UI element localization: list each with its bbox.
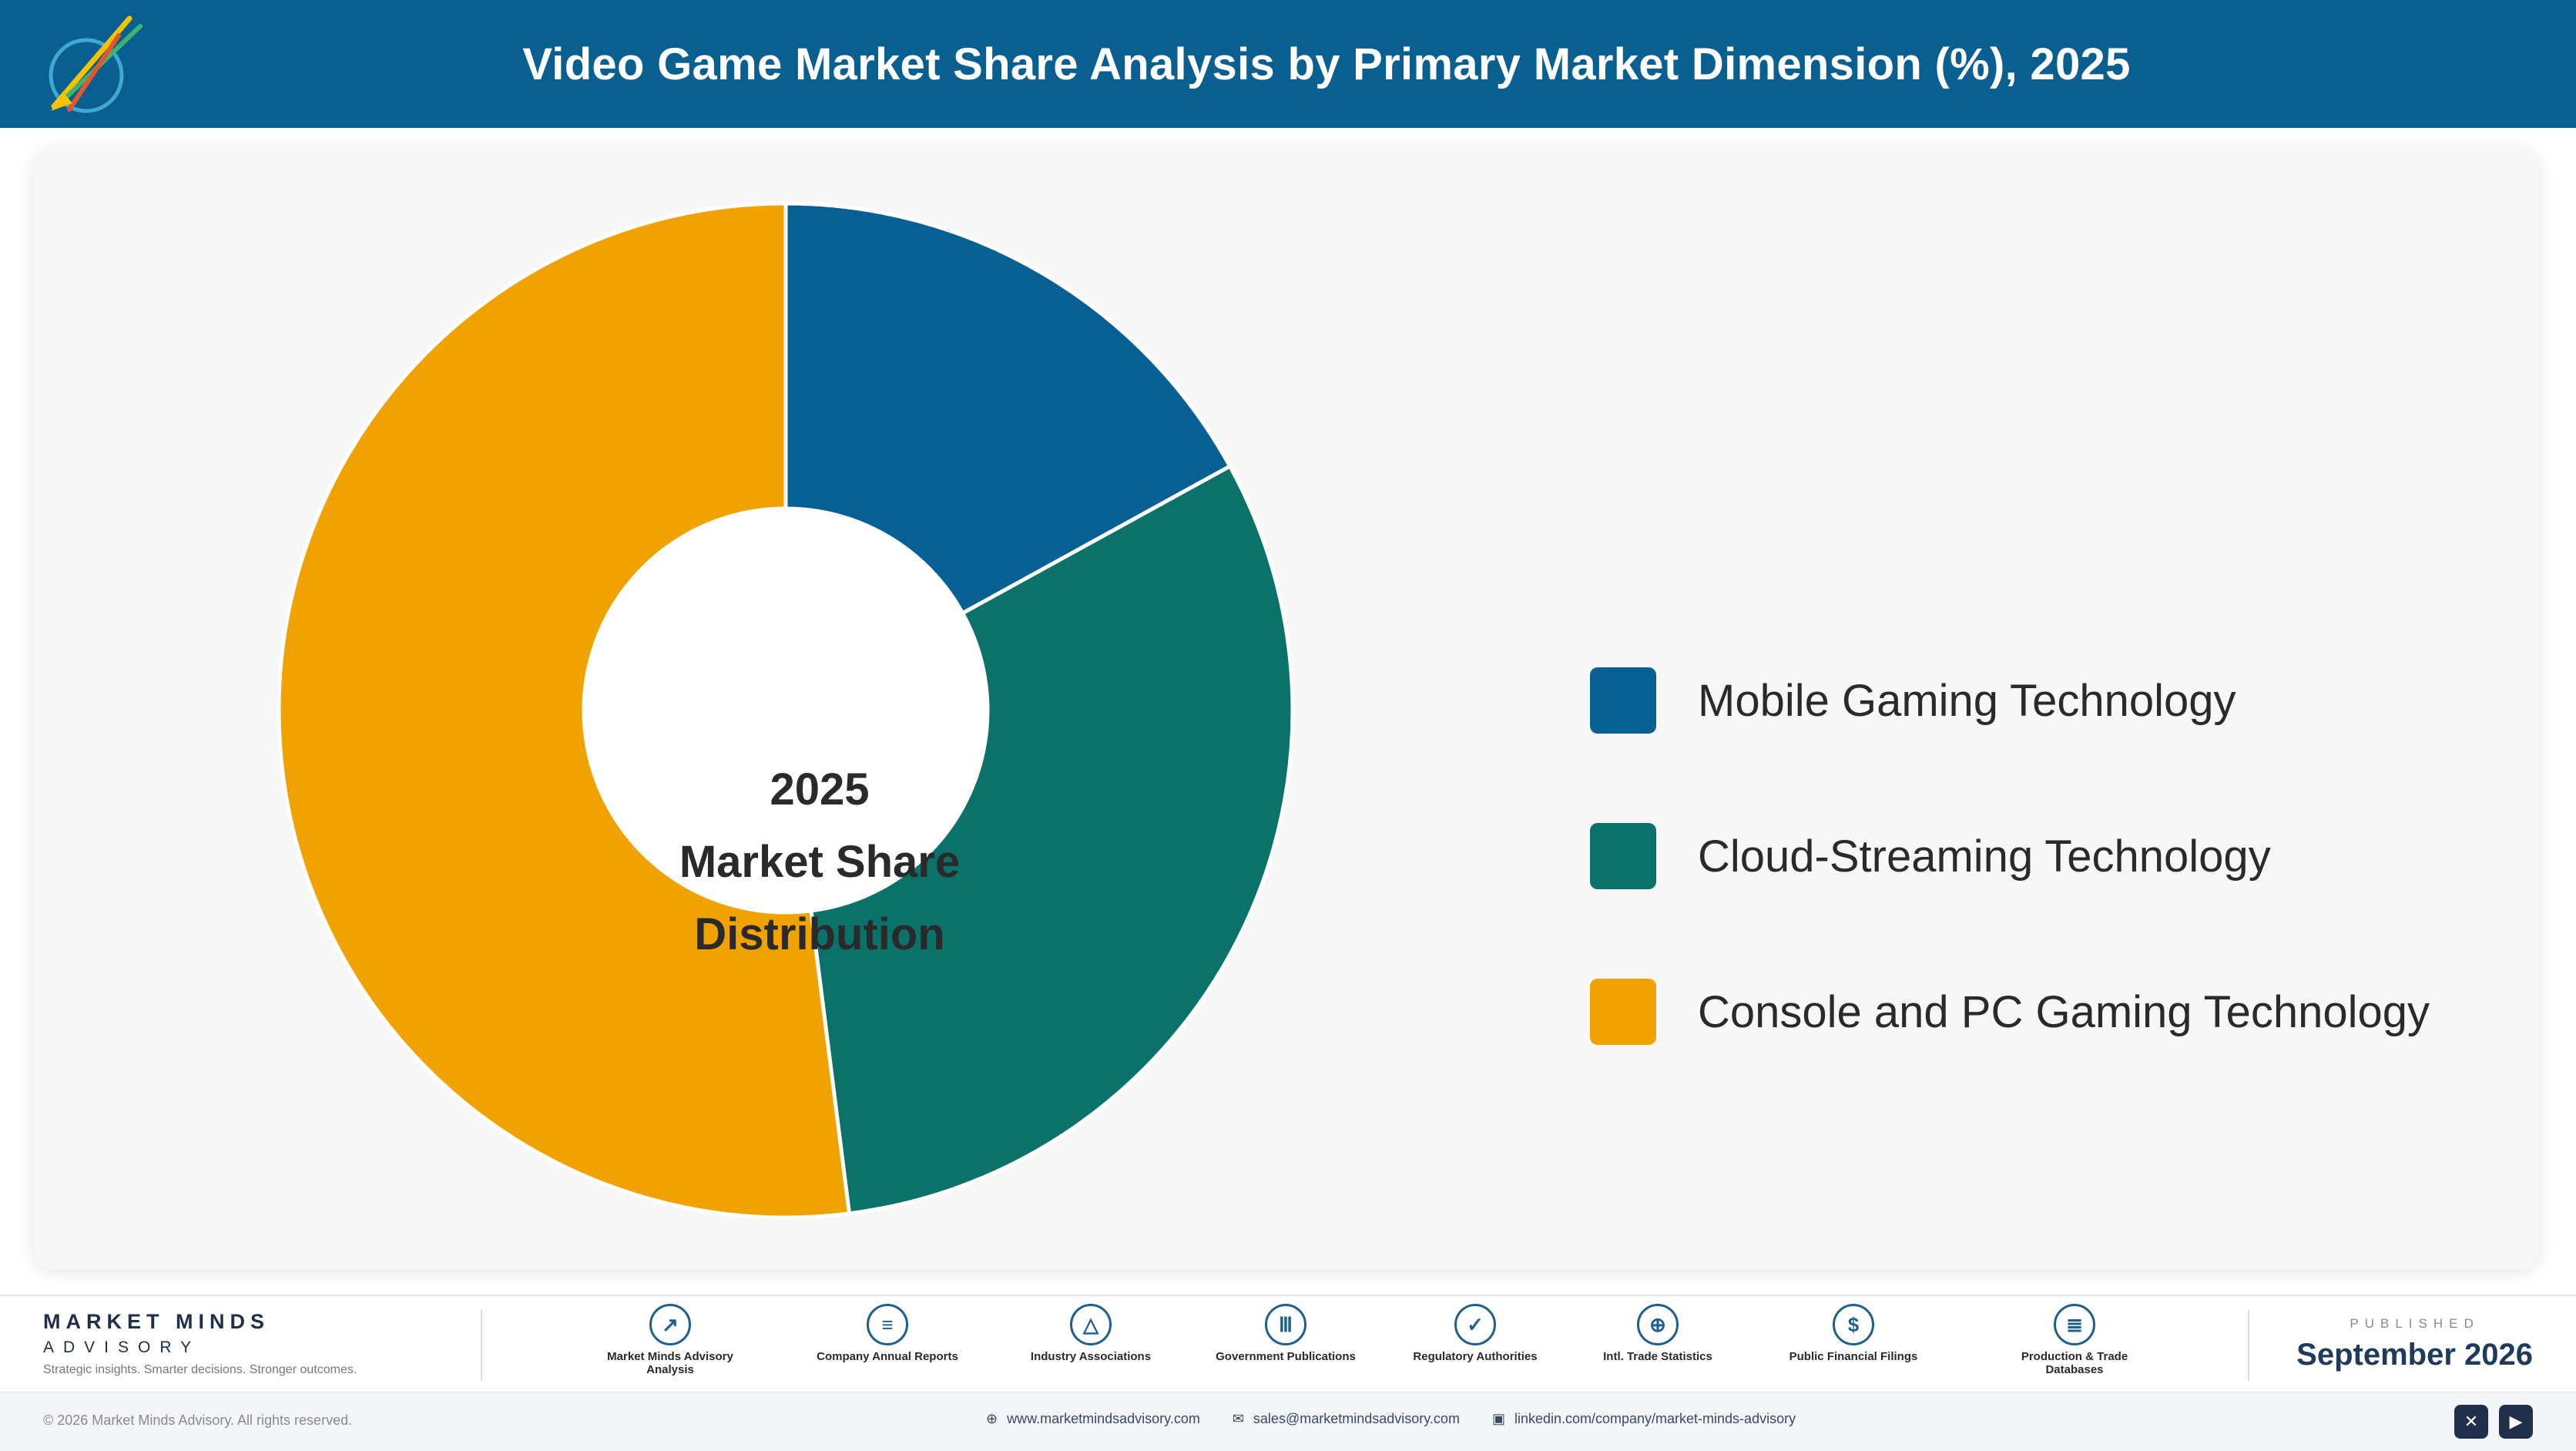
legend-swatch [1590, 979, 1656, 1045]
brand-subtitle: ADVISORY [43, 1338, 201, 1356]
linkedin-link[interactable]: ▣ linkedin.com/company/market-minds-advi… [1492, 1411, 1796, 1427]
globe-icon: ⊕ [986, 1411, 998, 1426]
source-label: Industry Associations [1030, 1350, 1152, 1363]
legend-swatch [1590, 823, 1656, 889]
legend-label: Cloud-Streaming Technology [1698, 831, 2271, 882]
chart-panel: 2025 Market Share Distribution Mobile Ga… [34, 146, 2539, 1270]
database-icon: ≣ [2054, 1304, 2095, 1345]
contact-links: ⊕ www.marketmindsadvisory.com ✉ sales@ma… [986, 1411, 1828, 1427]
government-building-icon: Ⅲ [1265, 1304, 1306, 1345]
donut-center-label: 2025 Market Share Distribution [666, 754, 974, 971]
source-item: ↗ Market Minds Advisory Analysis [593, 1304, 747, 1376]
source-item: △ Industry Associations [1014, 1304, 1168, 1363]
published-date: September 2026 [2296, 1338, 2533, 1372]
email-link[interactable]: ✉ sales@marketmindsadvisory.com [1233, 1411, 1460, 1427]
network-icon: △ [1070, 1304, 1112, 1345]
youtube-icon[interactable]: ▶ [2499, 1405, 2533, 1439]
published-label: PUBLISHED [2350, 1316, 2480, 1331]
legend-swatch [1590, 667, 1656, 734]
footer: MARKET MINDS ADVISORY Strategic insights… [0, 1295, 2576, 1393]
center-label-line2: Market Share [679, 837, 961, 887]
header-bar: Video Game Market Share Analysis by Prim… [0, 0, 2576, 128]
source-label: Regulatory Authorities [1413, 1350, 1538, 1363]
copyright-text: © 2026 Market Minds Advisory. All rights… [43, 1412, 353, 1428]
source-item: ≣ Production & Trade Databases [1997, 1304, 2152, 1376]
source-item: ≡ Company Annual Reports [810, 1304, 964, 1363]
mail-icon: ✉ [1232, 1411, 1244, 1426]
dollar-coin-icon: $ [1833, 1304, 1874, 1345]
trend-chart-icon: ↗ [649, 1304, 691, 1345]
bottom-bar: © 2026 Market Minds Advisory. All rights… [0, 1392, 2576, 1451]
footer-divider-right [2248, 1310, 2249, 1381]
source-item: Ⅲ Government Publications [1209, 1304, 1363, 1363]
legend-label: Mobile Gaming Technology [1698, 675, 2236, 726]
globe-icon: ⊕ [1637, 1304, 1679, 1345]
legend-label: Console and PC Gaming Technology [1698, 986, 2430, 1037]
source-item: ✓ Regulatory Authorities [1398, 1304, 1552, 1363]
legend-item-1: Mobile Gaming Technology [1590, 667, 2430, 734]
linkedin-icon: ▣ [1491, 1411, 1505, 1426]
chart-legend: Mobile Gaming Technology Cloud-Streaming … [1590, 667, 2430, 1134]
source-label: Government Publications [1216, 1350, 1356, 1363]
source-label: Production & Trade Databases [2021, 1350, 2128, 1376]
website-text: www.marketmindsadvisory.com [1007, 1411, 1200, 1426]
source-label: Market Minds Advisory Analysis [607, 1350, 733, 1376]
donut-hole [584, 509, 988, 912]
center-label-line3: Distribution [694, 909, 945, 959]
legend-item-3: Console and PC Gaming Technology [1590, 979, 2430, 1045]
published-block: PUBLISHED September 2026 [2296, 1316, 2533, 1372]
brand-block: MARKET MINDS ADVISORY Strategic insights… [43, 1310, 357, 1377]
page-title: Video Game Market Share Analysis by Prim… [522, 39, 2131, 89]
source-label: Company Annual Reports [817, 1350, 958, 1363]
source-item: $ Public Financial Filings [1776, 1304, 1930, 1363]
website-link[interactable]: ⊕ www.marketmindsadvisory.com [986, 1411, 1200, 1427]
donut-chart [277, 201, 1295, 1220]
source-item: ⊕ Intl. Trade Statistics [1581, 1304, 1735, 1363]
x-icon[interactable]: ✕ [2454, 1405, 2488, 1439]
brand-tagline: Strategic insights. Smarter decisions. S… [43, 1363, 357, 1376]
source-label: Public Financial Filings [1789, 1350, 1918, 1363]
footer-divider-left [481, 1310, 482, 1381]
shield-icon: ✓ [1454, 1304, 1496, 1345]
source-label: Intl. Trade Statistics [1603, 1350, 1712, 1363]
sources-list: ↗ Market Minds Advisory Analysis ≡ Company … [539, 1304, 2311, 1389]
linkedin-text: linkedin.com/company/market-minds-adviso… [1514, 1411, 1796, 1426]
legend-item-2: Cloud-Streaming Technology [1590, 823, 2430, 889]
social-links: ✕ ▶ [2444, 1405, 2533, 1439]
brand-name: MARKET MINDS [43, 1310, 270, 1333]
document-icon: ≡ [867, 1304, 908, 1345]
email-text: sales@marketmindsadvisory.com [1253, 1411, 1460, 1426]
rocket-logo-icon [49, 15, 143, 113]
center-label-year: 2025 [770, 764, 870, 815]
